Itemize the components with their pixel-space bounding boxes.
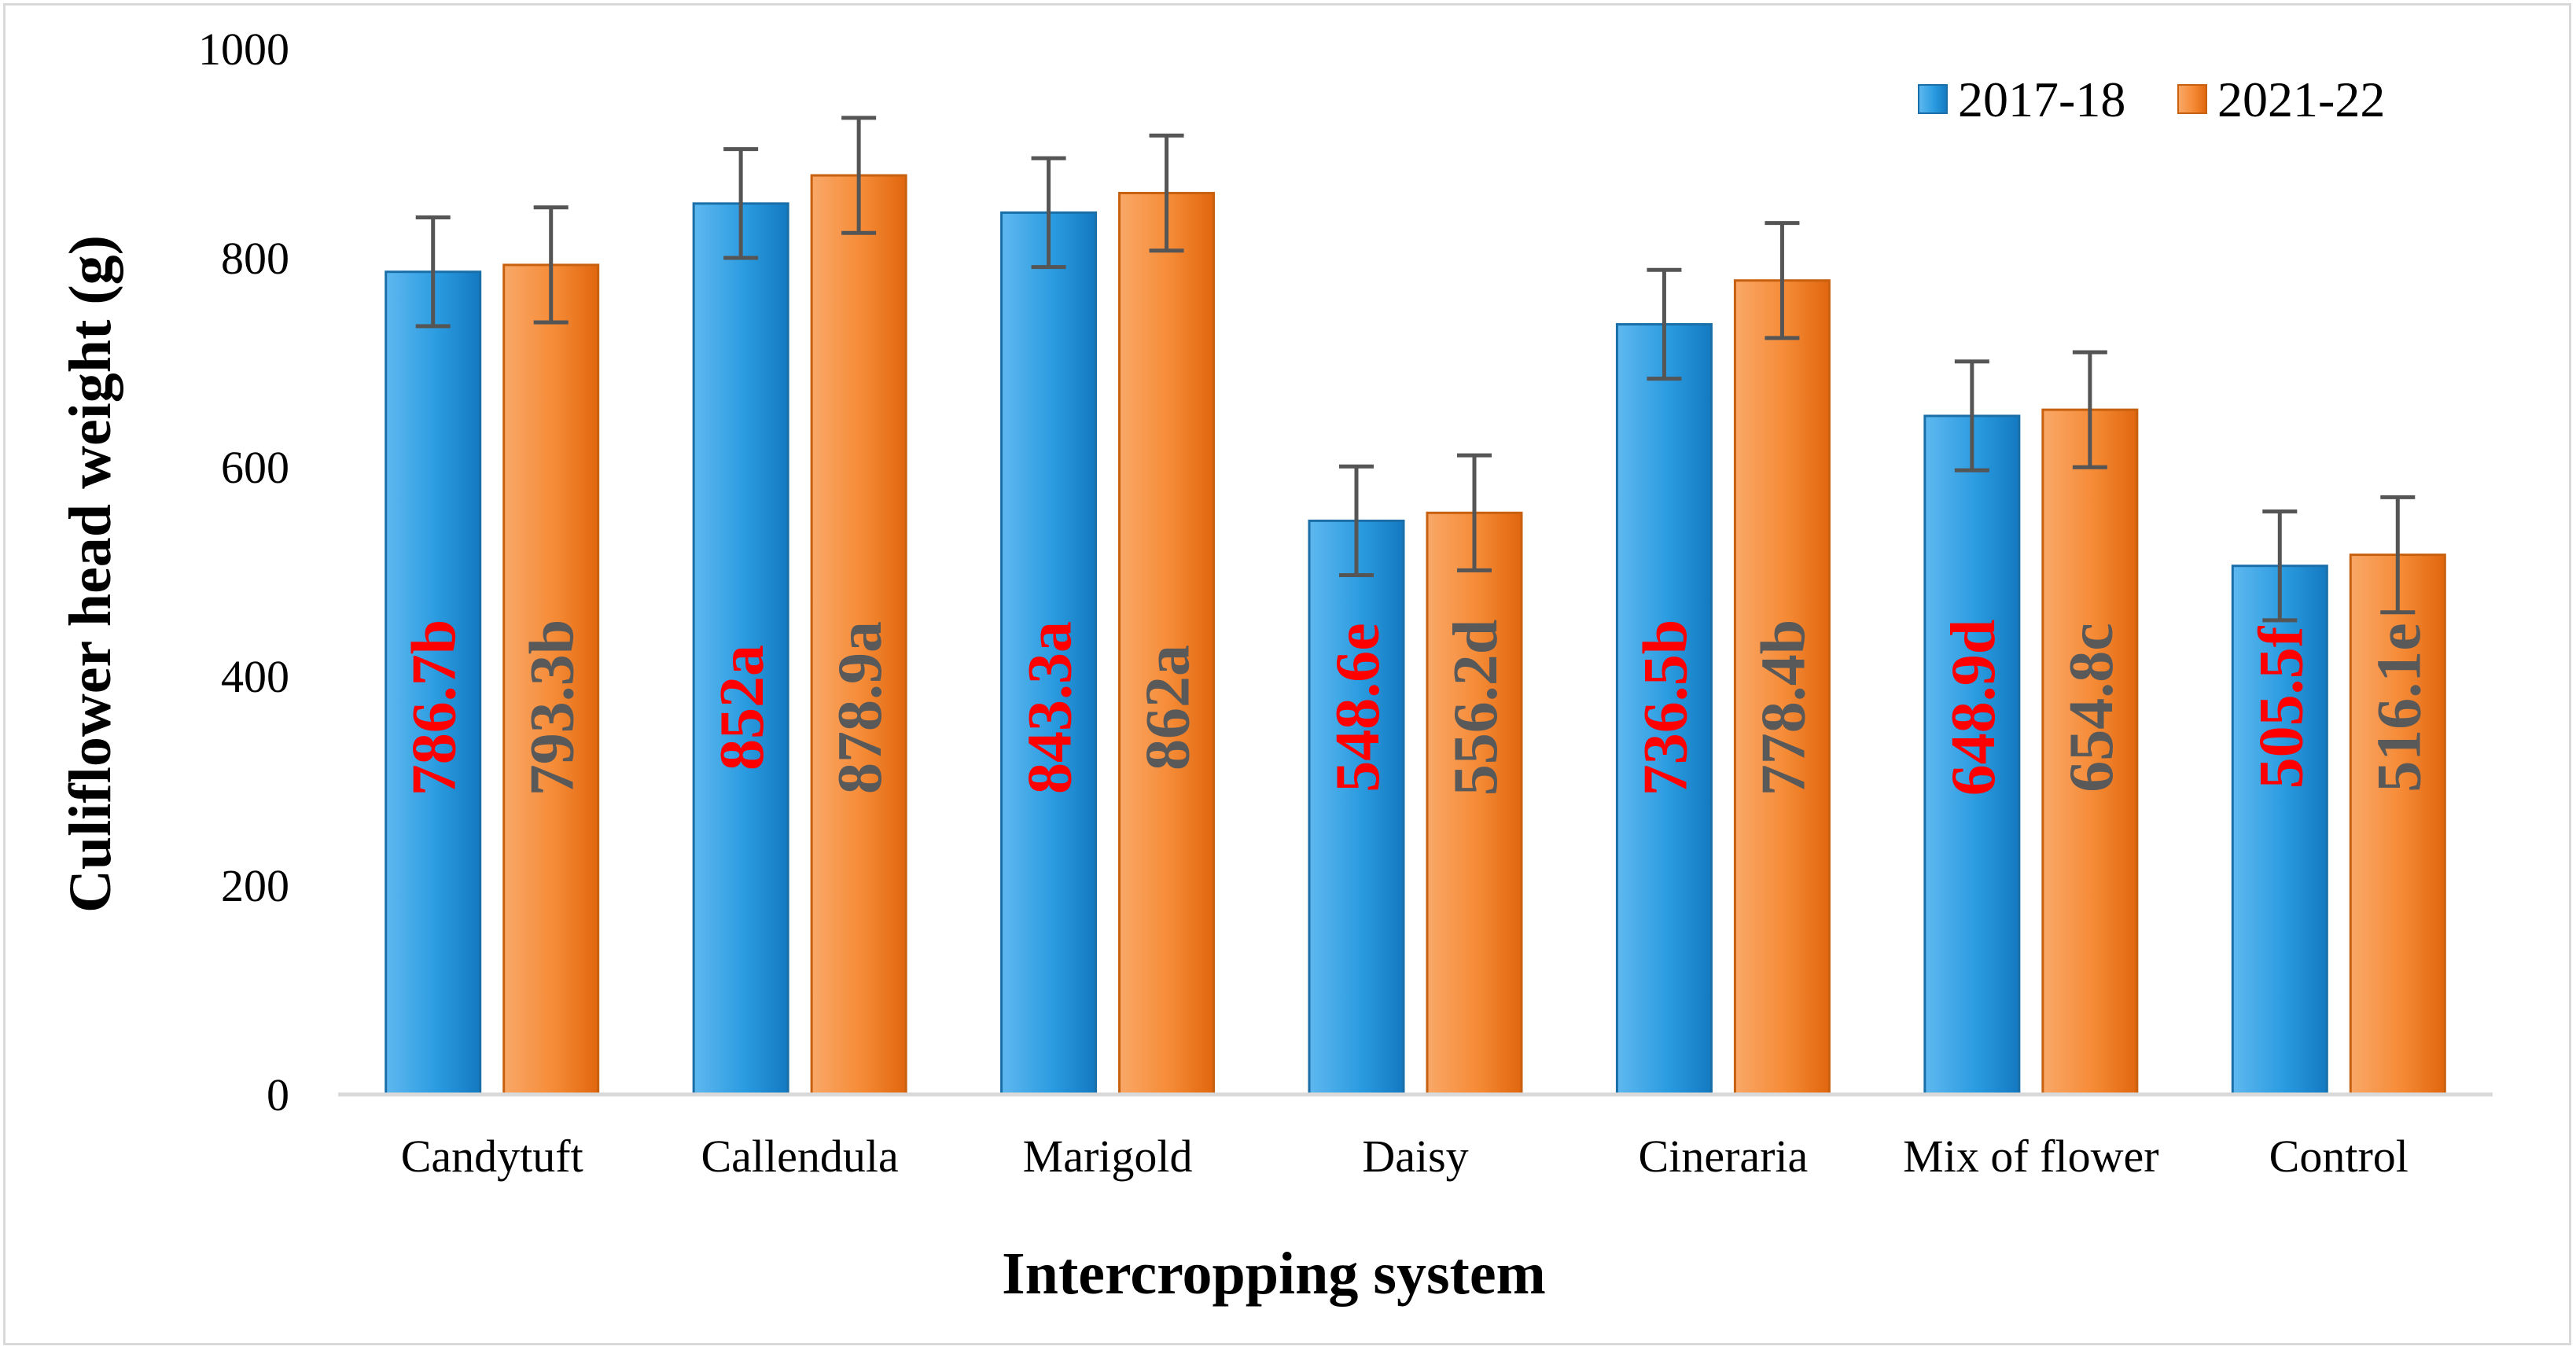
- data-label: 862a: [1134, 645, 1203, 771]
- bar-2017-18-control: [2231, 565, 2328, 1096]
- error-bar: [533, 205, 569, 325]
- legend-item: 2021-22: [2177, 72, 2385, 127]
- legend-label: 2017-18: [1958, 72, 2125, 127]
- bar-2021-22-cineraria: [1733, 279, 1831, 1096]
- data-labels-group: 786.7b 793.3b 852a 878.9a 843.3a 862a 548.6e 55…: [400, 620, 2434, 796]
- data-label: 556.2d: [1441, 620, 1511, 796]
- x-axis-title: Intercropping system: [1002, 1241, 1546, 1307]
- x-tick-label: Candytuft: [401, 1131, 583, 1182]
- error-bar: [1457, 453, 1492, 572]
- error-bar: [415, 215, 451, 329]
- error-bar: [1149, 133, 1184, 253]
- bar-2017-18-callendula: [692, 202, 789, 1096]
- legend-item: 2017-18: [1918, 72, 2125, 127]
- bar-2017-18-candytuft: [385, 270, 482, 1096]
- data-label: 505.5f: [2247, 625, 2316, 789]
- legend-swatch: [2177, 84, 2207, 114]
- data-label: 648.9d: [1939, 620, 2008, 796]
- error-bar: [2262, 509, 2298, 623]
- legend-swatch: [1918, 84, 1948, 114]
- y-axis: 0 200 400 600 800 1000: [198, 24, 289, 1120]
- y-tick-label: 1000: [198, 24, 289, 75]
- x-tick-label: Cineraria: [1639, 1131, 1809, 1182]
- error-bar: [2072, 350, 2107, 469]
- y-tick-label: 0: [267, 1069, 289, 1120]
- error-bar: [841, 116, 877, 235]
- x-tick-label: Daisy: [1362, 1131, 1468, 1182]
- data-label: 736.5b: [1631, 620, 1700, 796]
- bar-2021-22-callendula: [810, 174, 907, 1096]
- data-label: 786.7b: [400, 620, 469, 796]
- legend: 2017-18 2021-22: [1918, 72, 2385, 127]
- data-label: 654.8c: [2057, 623, 2126, 793]
- bar-2021-22-control: [2349, 554, 2446, 1096]
- y-tick-label: 600: [221, 442, 289, 493]
- data-label: 548.6e: [1323, 623, 1393, 793]
- x-tick-label: Marigold: [1023, 1131, 1193, 1182]
- error-bar: [1339, 464, 1374, 578]
- error-bar: [723, 147, 759, 260]
- error-bar: [1765, 221, 1800, 340]
- data-label: 843.3a: [1016, 621, 1085, 794]
- data-label: 852a: [708, 645, 777, 771]
- x-axis: Candytuft Callendula Marigold Daisy Cinerari…: [401, 1131, 2409, 1182]
- data-label: 878.9a: [826, 621, 895, 794]
- data-label: 793.3b: [518, 620, 587, 796]
- y-tick-label: 800: [221, 233, 289, 284]
- error-bar: [2380, 495, 2416, 615]
- legend-label: 2021-22: [2217, 72, 2385, 127]
- error-bar: [1031, 156, 1066, 270]
- data-label: 778.4b: [1749, 620, 1818, 796]
- x-tick-label: Control: [2269, 1131, 2409, 1182]
- y-tick-label: 200: [221, 860, 289, 911]
- x-tick-label: Callendula: [701, 1131, 899, 1182]
- data-label: 516.1e: [2364, 623, 2434, 793]
- bar-2021-22-daisy: [1426, 511, 1523, 1096]
- error-bar: [1647, 267, 1682, 381]
- error-bars-group: [415, 116, 2416, 623]
- bars-group: [385, 174, 2446, 1096]
- bar-2017-18-daisy: [1308, 519, 1405, 1096]
- bar-2017-18-marigold: [1000, 211, 1098, 1096]
- bar-2021-22-mix-of-flower: [2041, 408, 2139, 1096]
- y-tick-label: 400: [221, 651, 289, 702]
- y-axis-title: Culiflower head weight (g): [57, 235, 123, 913]
- bar-2021-22-marigold: [1118, 192, 1216, 1096]
- error-bar: [1954, 359, 1989, 473]
- x-tick-label: Mix of flower: [1903, 1131, 2158, 1182]
